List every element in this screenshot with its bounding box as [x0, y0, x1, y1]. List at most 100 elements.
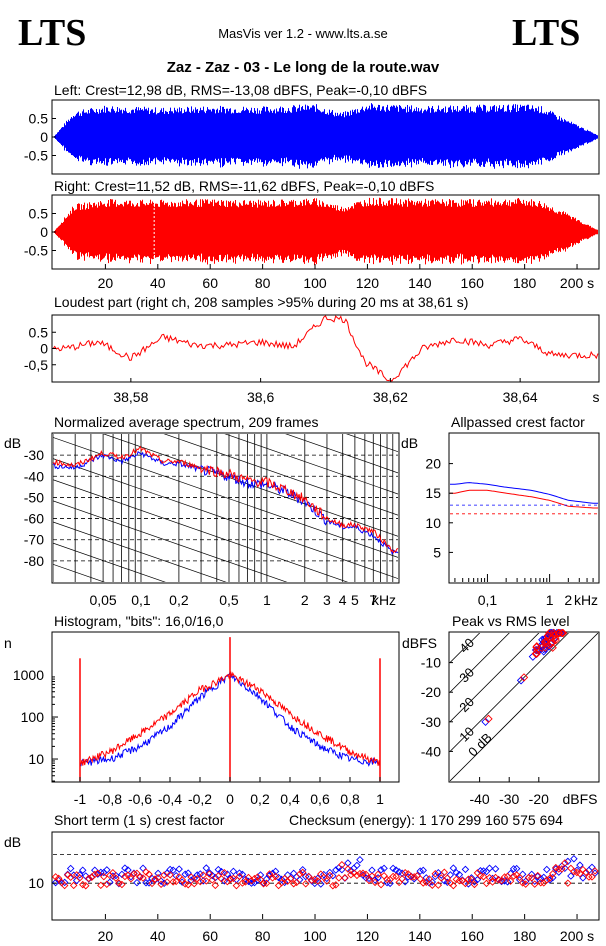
left-ytick: 0.5 [29, 111, 49, 127]
shortterm-point-left [540, 873, 548, 882]
shortterm-point-left [78, 866, 87, 874]
shortterm-point-right [262, 879, 271, 888]
shortterm-point-left [455, 870, 464, 879]
crest-xtick: 2 [564, 592, 572, 608]
shortterm-point-right [217, 874, 226, 883]
shortterm-point-left [491, 865, 500, 873]
shortterm-point-right [154, 873, 162, 882]
spectrum-slope-line [53, 479, 349, 582]
spectrum-ytick: -80 [24, 553, 44, 569]
shortterm-point-right [329, 881, 337, 890]
shortterm-point-left [193, 871, 201, 879]
pvr-point-left [481, 717, 490, 726]
time-tick: 180 [513, 275, 537, 291]
shortterm-point-right [187, 873, 195, 881]
shortterm-point-left [250, 878, 259, 887]
right-ytick: 0.5 [29, 206, 49, 222]
shortterm-xtick: 140 [408, 928, 432, 944]
histogram-plot: 1000 100 10 -1 -0,8 -0,6 -0,4 -0,2 0 0,2 0,4 0,6 0,8… [13, 631, 400, 807]
shortterm-point-left [256, 871, 265, 879]
left-waveform-plot: 0.5 0 -0.5 [24, 99, 600, 175]
shortterm-xtick: 120 [356, 928, 380, 944]
shortterm-point-left [452, 868, 461, 877]
checksum-label: Checksum (energy): 1 170 299 160 575 694 [289, 812, 563, 828]
shortterm-point-right [250, 874, 259, 883]
shortterm-label: Short term (1 s) crest factor [54, 812, 225, 828]
shortterm-point-left [395, 868, 403, 876]
shortterm-point-right [398, 875, 406, 883]
shortterm-point-right [416, 875, 424, 883]
shortterm-point-right [184, 880, 192, 889]
shortterm-point-left [139, 864, 147, 873]
shortterm-point-left [181, 870, 189, 879]
shortterm-point-right [335, 874, 343, 882]
shortterm-point-right [283, 877, 292, 885]
pvr-xtick: -40 [469, 791, 489, 807]
spectrum-slope-line [53, 542, 166, 582]
shortterm-point-right [256, 875, 265, 884]
shortterm-point-right [440, 868, 449, 877]
shortterm-point-left [561, 864, 569, 873]
crest-left [450, 482, 598, 504]
time-tick: 60 [202, 275, 218, 291]
shortterm-point-right [136, 873, 144, 881]
shortterm-point-right [178, 876, 186, 884]
shortterm-point-right [253, 873, 262, 881]
shortterm-point-left [169, 866, 177, 874]
shortterm-point-right [401, 869, 409, 877]
shortterm-point-right [353, 871, 361, 880]
shortterm-point-right [582, 868, 590, 877]
loudest-part-plot: 0.50-0,5 38,58 38,6 38,62 38,64 s [24, 314, 600, 405]
right-waveform-plot: 0.5 0 -0.5 20 40 60 80 100 120 140 160 180 200 s [24, 194, 600, 291]
shortterm-point-right [467, 875, 476, 884]
pvr-point-right [548, 643, 557, 652]
shortterm-point-right [434, 881, 443, 889]
shortterm-point-right [103, 880, 111, 889]
shortterm-point-left [332, 866, 340, 874]
shortterm-point-right [543, 876, 551, 884]
spectrum-xunit: kHz [372, 592, 396, 608]
shortterm-point-right [588, 873, 596, 881]
histogram-xtick: 0 [226, 791, 234, 807]
crest-ytick: 20 [425, 456, 441, 472]
pvr-diagonal [450, 633, 540, 723]
shortterm-point-right [323, 877, 331, 885]
shortterm-point-left [576, 861, 584, 869]
shortterm-point-right [172, 877, 180, 886]
spectrum-slope-line [346, 434, 398, 453]
spectrum-ytick: -50 [24, 489, 44, 505]
pvr-point-left [544, 642, 554, 651]
pvr-point-left [534, 646, 543, 655]
pvr-point-right [519, 673, 529, 682]
shortterm-point-left [103, 866, 111, 874]
shortterm-point-right [371, 878, 379, 887]
spectrum-ytick: -40 [24, 468, 44, 484]
shortterm-point-right [208, 876, 217, 884]
shortterm-point-left [184, 869, 192, 877]
pvr-diagonals [450, 633, 598, 781]
shortterm-point-left [283, 871, 292, 879]
shortterm-point-right [139, 874, 147, 882]
loudest-part-label: Loudest part (right ch, 208 samples >95%… [54, 294, 468, 310]
shortterm-point-right [232, 881, 241, 890]
loudest-xtick: 38,64 [503, 389, 538, 405]
right-ytick: 0 [40, 224, 48, 240]
shortterm-point-left [473, 875, 482, 884]
shortterm-point-left [461, 865, 470, 874]
shortterm-point-right [443, 874, 452, 882]
pvr-point-right [557, 628, 566, 638]
shortterm-point-right [118, 880, 126, 889]
pvr-ytick: -30 [421, 714, 441, 730]
shortterm-point-right [515, 873, 524, 882]
spectrum-xtick: 0,1 [131, 592, 151, 608]
shortterm-point-right [94, 869, 102, 878]
shortterm-point-left [543, 865, 551, 874]
shortterm-point-right [223, 877, 232, 886]
shortterm-point-right [91, 870, 99, 879]
shortterm-point-left [579, 874, 587, 882]
shortterm-point-right [576, 869, 584, 878]
shortterm-point-right [503, 872, 512, 881]
spectrum-slope-line [53, 649, 398, 769]
shortterm-point-right [226, 875, 235, 884]
shortterm-point-left [154, 869, 162, 878]
